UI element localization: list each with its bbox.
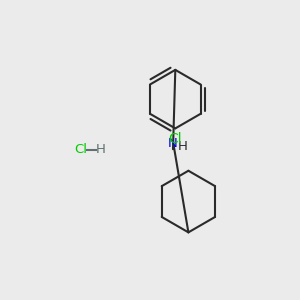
Text: H: H bbox=[178, 140, 188, 153]
Text: N: N bbox=[168, 137, 178, 150]
Text: Cl: Cl bbox=[169, 132, 182, 146]
Text: Cl: Cl bbox=[74, 143, 87, 157]
Text: H: H bbox=[96, 143, 106, 157]
